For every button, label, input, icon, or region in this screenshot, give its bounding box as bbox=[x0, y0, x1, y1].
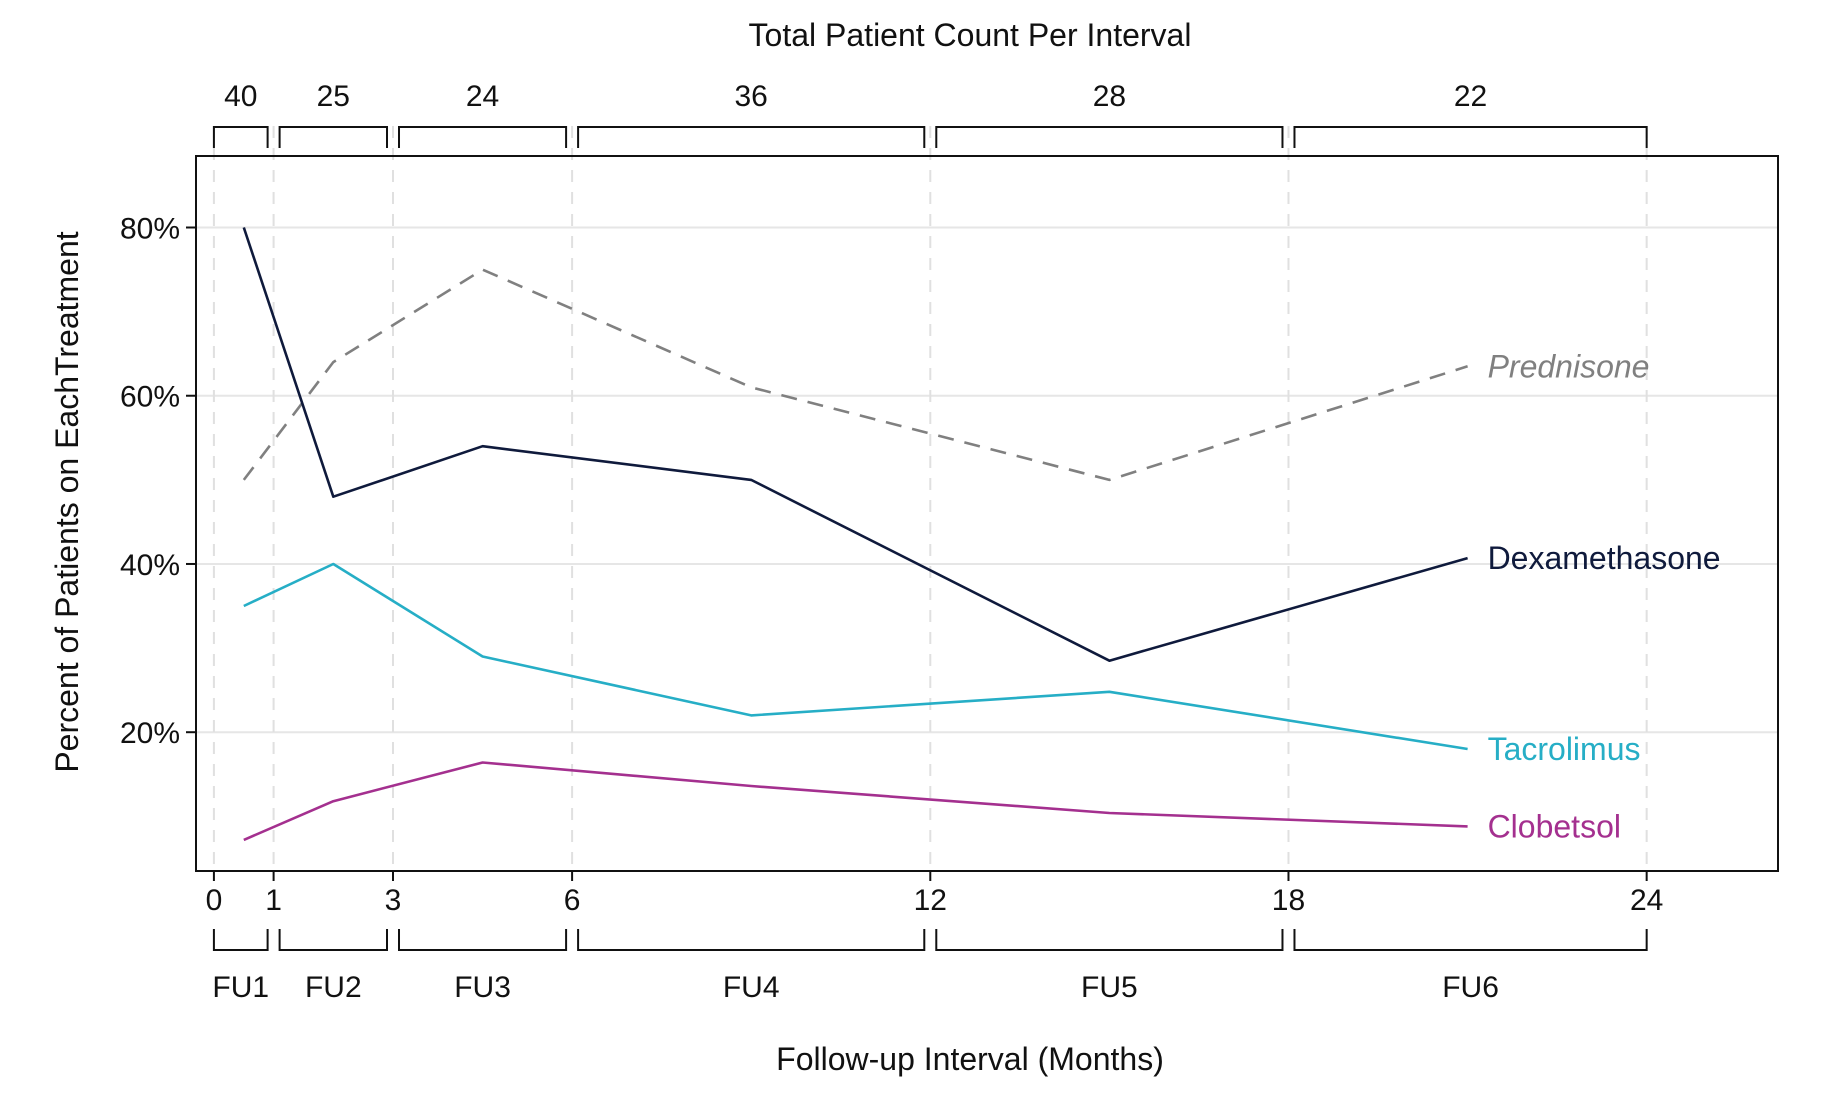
y-axis-label: Percent of Patients on EachTreatment bbox=[49, 231, 85, 772]
x-tick-label: 0 bbox=[206, 884, 223, 917]
interval-boundary-lines bbox=[212, 126, 1648, 871]
interval-label: FU1 bbox=[212, 971, 269, 1004]
interval-label: FU5 bbox=[1081, 971, 1138, 1004]
interval-label: FU2 bbox=[305, 971, 362, 1004]
bottom-bracket-FU6 bbox=[1293, 929, 1648, 951]
top-bracket-FU4 bbox=[577, 126, 926, 148]
series-lines bbox=[242, 227, 1468, 842]
series-label-prednisone: Prednisone bbox=[1488, 348, 1650, 384]
series-labels: Prednisone Dexamethasone Tacrolimus Clobets… bbox=[1488, 348, 1721, 844]
x-axis-ticks: 0 1 3 6 12 18 24 bbox=[206, 871, 1663, 917]
x-tick-label: 24 bbox=[1630, 884, 1663, 917]
bottom-bracket-FU2 bbox=[278, 929, 389, 951]
x-tick-label: 6 bbox=[564, 884, 581, 917]
x-tick-label: 3 bbox=[385, 884, 402, 917]
interval-label: FU4 bbox=[723, 971, 780, 1004]
interval-count: 36 bbox=[735, 80, 768, 113]
x-tick-label: 1 bbox=[265, 884, 282, 917]
bottom-interval-brackets: FU1 FU2 FU3 FU4 FU5 FU6 bbox=[212, 929, 1648, 1004]
series-line-prednisone bbox=[242, 268, 1468, 482]
series-label-dexamethasone: Dexamethasone bbox=[1488, 540, 1721, 576]
bottom-bracket-FU3 bbox=[398, 929, 568, 951]
y-tick-label: 80% bbox=[120, 213, 180, 246]
gridlines bbox=[196, 226, 1778, 734]
x-tick-label: 18 bbox=[1272, 884, 1305, 917]
bottom-bracket-FU1 bbox=[212, 929, 269, 951]
plot-frame bbox=[195, 155, 1779, 872]
interval-count: 24 bbox=[466, 80, 499, 113]
chart-title: Total Patient Count Per Interval bbox=[749, 17, 1192, 53]
interval-count: 28 bbox=[1093, 80, 1126, 113]
y-tick-label: 40% bbox=[120, 549, 180, 582]
x-tick-label: 12 bbox=[914, 884, 947, 917]
bottom-bracket-FU5 bbox=[935, 929, 1284, 951]
x-axis-label: Follow-up Interval (Months) bbox=[776, 1041, 1164, 1077]
series-label-clobetsol: Clobetsol bbox=[1488, 808, 1621, 844]
top-bracket-FU6 bbox=[1293, 126, 1648, 148]
top-bracket-FU2 bbox=[278, 126, 389, 148]
series-line-tacrolimus bbox=[243, 562, 1468, 751]
series-line-dexamethasone bbox=[242, 227, 1468, 663]
bottom-bracket-FU4 bbox=[577, 929, 926, 951]
interval-count: 22 bbox=[1454, 80, 1487, 113]
series-line-clobetsol bbox=[243, 761, 1468, 842]
top-interval-brackets: 40 25 24 36 28 22 bbox=[212, 80, 1648, 148]
y-tick-label: 60% bbox=[120, 381, 180, 414]
series-label-tacrolimus: Tacrolimus bbox=[1488, 731, 1641, 767]
y-axis-ticks: 20% 40% 60% 80% bbox=[120, 213, 196, 750]
top-bracket-FU5 bbox=[935, 126, 1284, 148]
interval-count: 40 bbox=[224, 80, 257, 113]
interval-count: 25 bbox=[317, 80, 350, 113]
top-bracket-FU3 bbox=[398, 126, 568, 148]
interval-label: FU3 bbox=[454, 971, 511, 1004]
top-bracket-FU1 bbox=[212, 126, 269, 148]
interval-label: FU6 bbox=[1442, 971, 1499, 1004]
y-tick-label: 20% bbox=[120, 717, 180, 750]
